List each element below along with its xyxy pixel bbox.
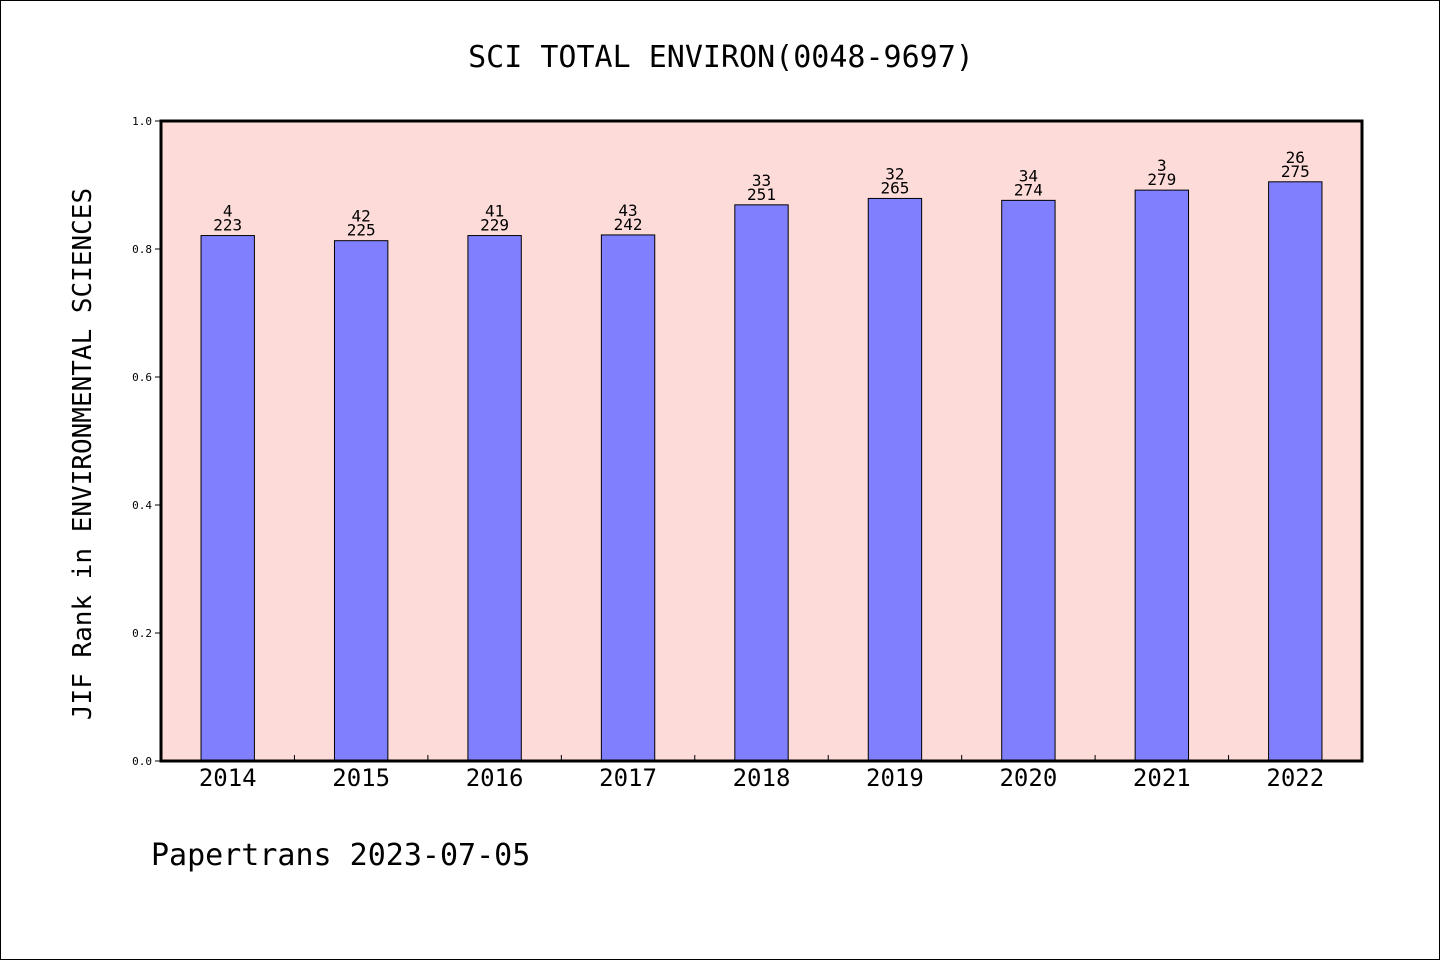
bar-total-label-2019: 265 bbox=[880, 178, 909, 197]
bar-rank-label-2020: 34 bbox=[1019, 166, 1038, 185]
bar-2020 bbox=[1001, 199, 1056, 762]
bar-total-label-2016: 229 bbox=[480, 216, 509, 235]
bar-2019 bbox=[867, 197, 923, 762]
bar-rank-label-2022: 26 bbox=[1286, 148, 1305, 167]
x-tick-label-2022: 2022 bbox=[1266, 764, 1324, 792]
x-tick-label-2017: 2017 bbox=[599, 764, 657, 792]
bar-total-label-2021: 279 bbox=[1147, 170, 1176, 189]
y-tick-label-0.6: 0.6 bbox=[132, 371, 152, 384]
bar-total-label-2020: 274 bbox=[1014, 180, 1043, 199]
x-tick-label-2019: 2019 bbox=[866, 764, 924, 792]
y-tick-label-1.0: 1.0 bbox=[132, 115, 152, 128]
bar-rank-label-2016: 41 bbox=[485, 202, 504, 221]
y-tick-label-0.4: 0.4 bbox=[132, 499, 152, 512]
x-tick-label-2021: 2021 bbox=[1133, 764, 1191, 792]
x-tick-label-2020: 2020 bbox=[999, 764, 1057, 792]
x-tick-label-2014: 2014 bbox=[199, 764, 257, 792]
bar-rank-label-2015: 42 bbox=[352, 207, 371, 226]
bar-rank-label-2021: 3 bbox=[1157, 156, 1167, 175]
bar-total-label-2018: 251 bbox=[747, 185, 776, 204]
bar-total-label-2015: 225 bbox=[347, 221, 376, 240]
footer-text: Papertrans 2023-07-05 bbox=[151, 838, 530, 873]
bar-total-label-2022: 275 bbox=[1281, 162, 1310, 181]
ticks-layer: 2014 2015 2016 2017 2018 2019 2020 2021 2022 0.0 0… bbox=[132, 115, 1324, 792]
y-tick-label-0.0: 0.0 bbox=[132, 755, 152, 768]
bar-total-label-2017: 242 bbox=[614, 215, 643, 234]
y-tick-label-0.2: 0.2 bbox=[132, 627, 152, 640]
bar-2017 bbox=[600, 234, 656, 762]
x-tick-label-2018: 2018 bbox=[733, 764, 791, 792]
bar-2018 bbox=[734, 204, 789, 762]
plot-border bbox=[159, 119, 1364, 763]
y-tick-label-0.8: 0.8 bbox=[132, 243, 152, 256]
chart-title: SCI TOTAL ENVIRON(0048-9697) bbox=[468, 40, 974, 75]
x-tick-label-2015: 2015 bbox=[332, 764, 390, 792]
bar-2021 bbox=[1134, 189, 1190, 762]
bar-2014 bbox=[200, 235, 255, 762]
bar-2022 bbox=[1268, 181, 1323, 762]
x-tick-label-2016: 2016 bbox=[466, 764, 524, 792]
bar-rank-label-2019: 32 bbox=[885, 164, 904, 183]
bar-2015 bbox=[333, 240, 389, 762]
bar-rank-label-2014: 4 bbox=[223, 202, 233, 221]
bar-2016 bbox=[467, 235, 522, 762]
bar-total-label-2014: 223 bbox=[213, 216, 242, 235]
bar-rank-label-2018: 33 bbox=[752, 171, 771, 190]
bar-rank-label-2017: 43 bbox=[618, 201, 637, 220]
y-axis-label: JIF Rank in ENVIRONMENTAL SCIENCES bbox=[68, 188, 98, 720]
